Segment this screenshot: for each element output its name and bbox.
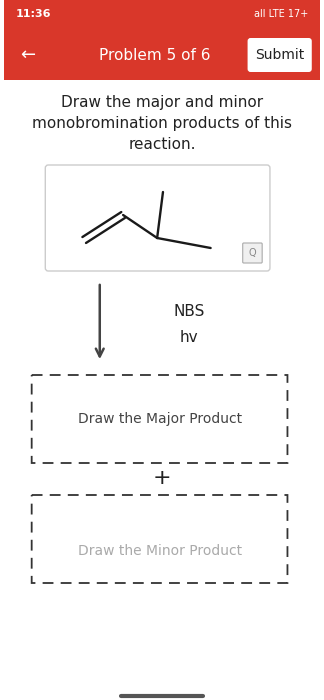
Text: 11:36: 11:36 (16, 9, 52, 19)
FancyBboxPatch shape (248, 38, 312, 72)
FancyBboxPatch shape (32, 375, 287, 463)
Text: Draw the Major Product: Draw the Major Product (77, 412, 242, 426)
Text: Problem 5 of 6: Problem 5 of 6 (99, 48, 211, 62)
Text: +: + (153, 468, 171, 488)
Text: Submit: Submit (255, 48, 304, 62)
FancyBboxPatch shape (32, 495, 287, 583)
Text: hv: hv (180, 330, 199, 346)
FancyBboxPatch shape (45, 165, 270, 271)
FancyBboxPatch shape (243, 243, 262, 263)
Text: ←: ← (20, 46, 35, 64)
Text: Draw the major and minor
monobromination products of this
reaction.: Draw the major and minor monobromination… (32, 95, 292, 152)
Text: Q: Q (249, 248, 256, 258)
Text: Draw the Minor Product: Draw the Minor Product (77, 544, 242, 558)
Text: all LTE 17+: all LTE 17+ (254, 9, 308, 19)
Bar (5, 0, 319, 80)
Text: NBS: NBS (174, 304, 205, 319)
